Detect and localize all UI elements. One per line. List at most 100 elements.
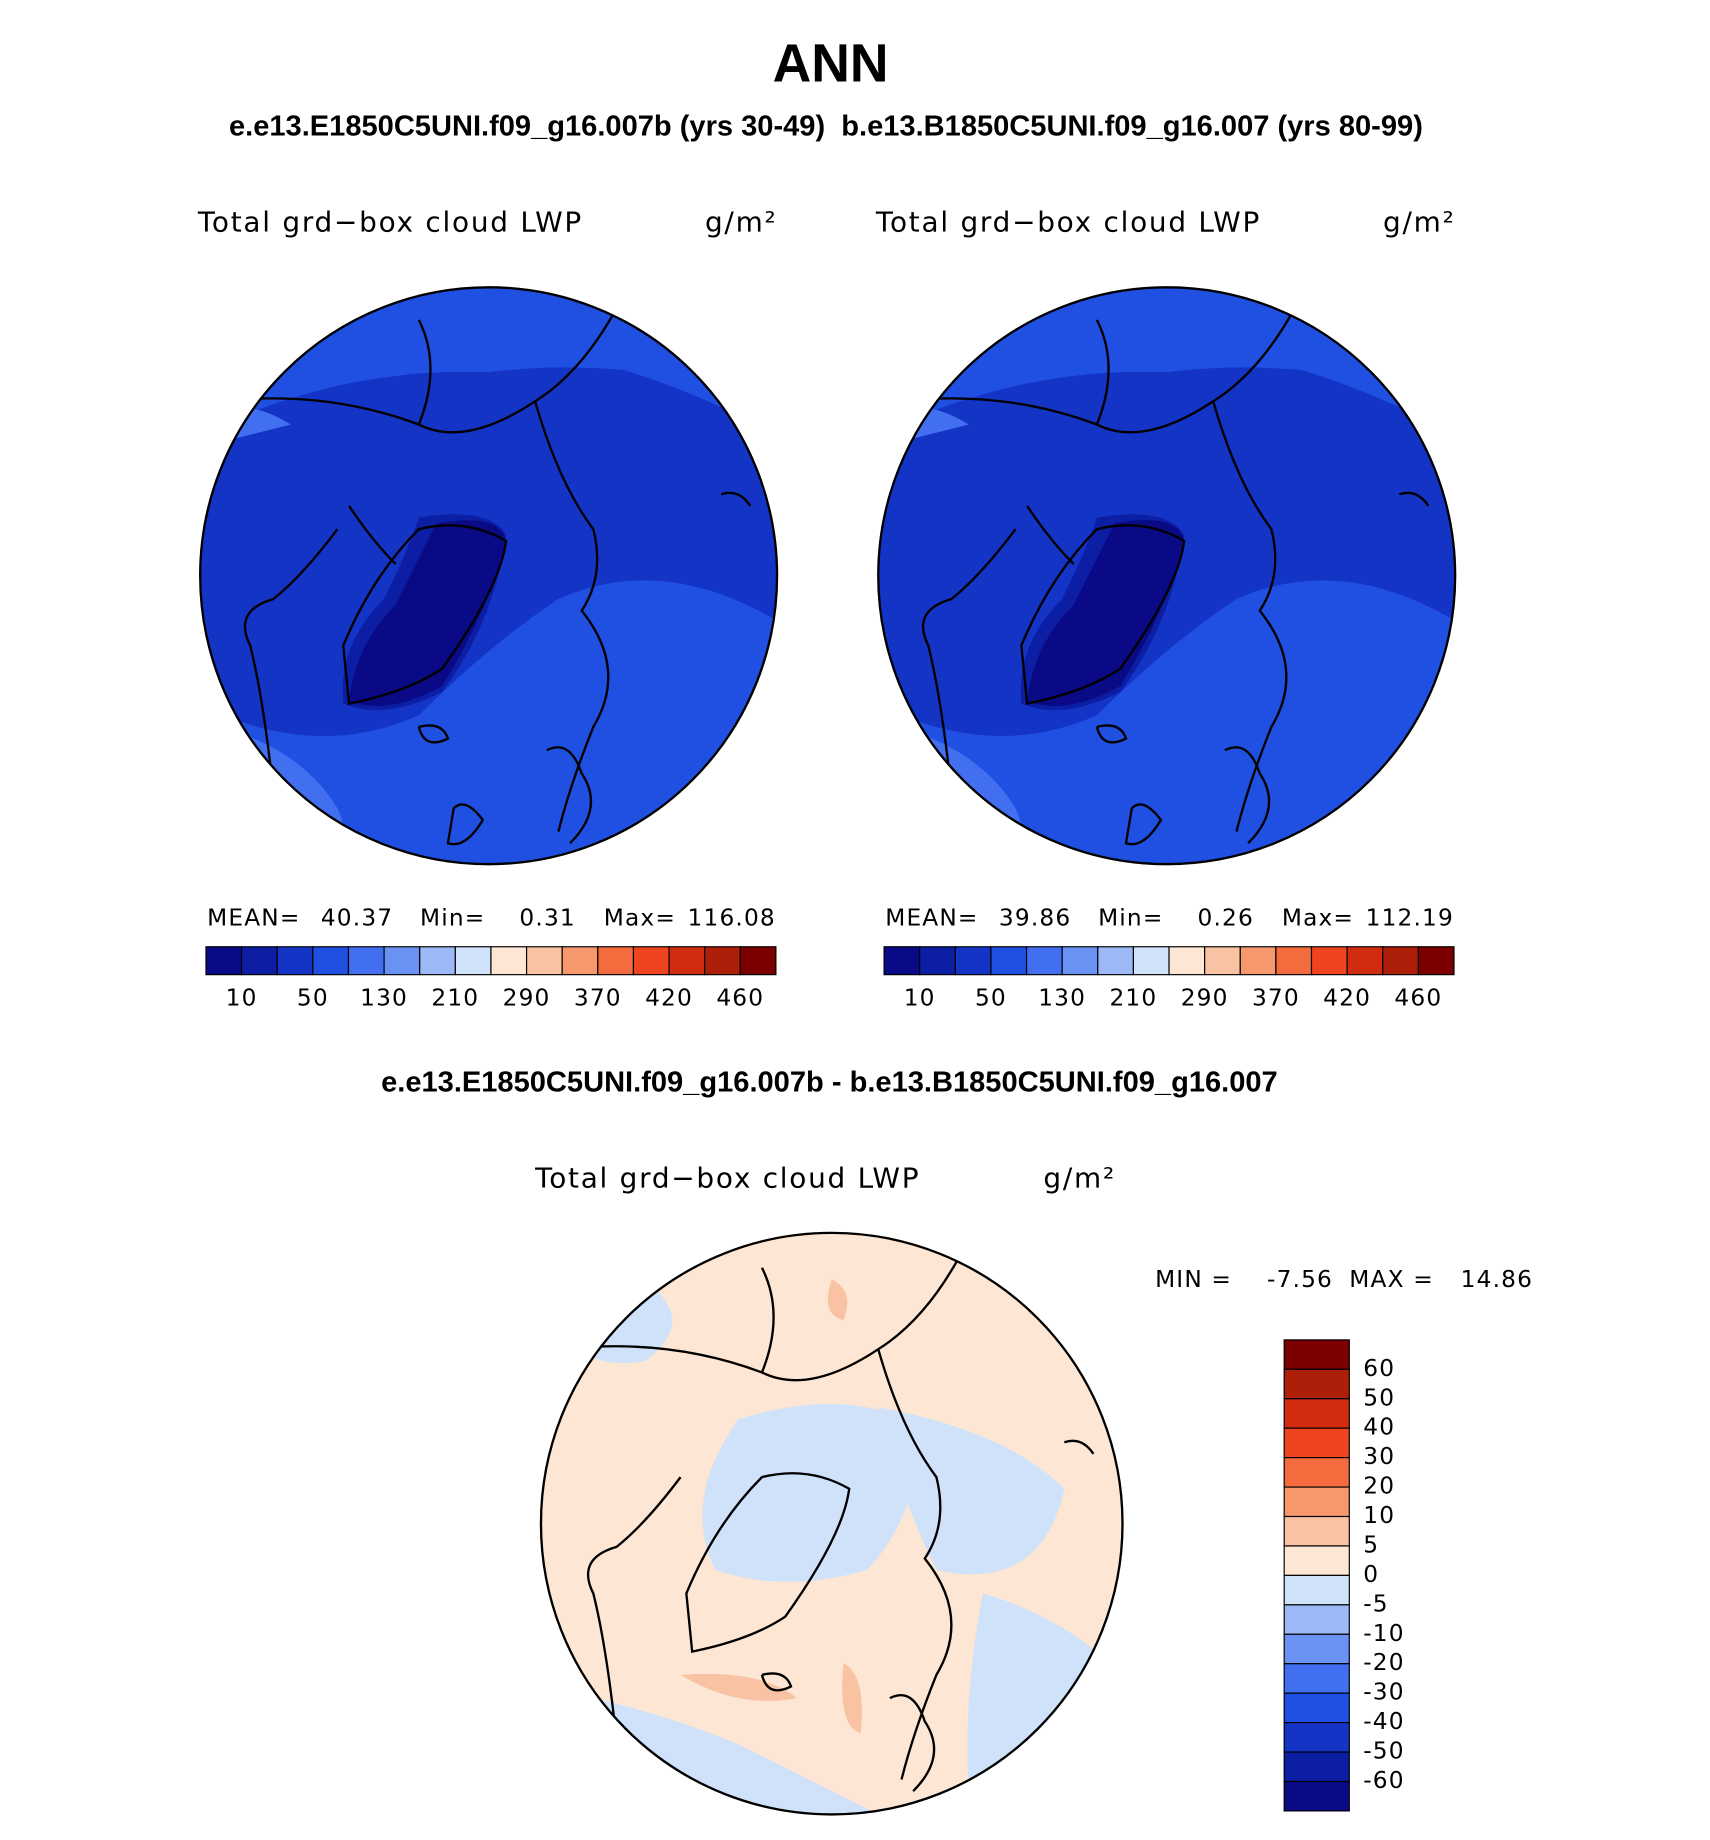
colorbar-box <box>1283 1339 1350 1370</box>
colorbar-box <box>1283 1486 1350 1518</box>
colorbar-label: 210 <box>431 985 479 1012</box>
colorbar-label: 460 <box>1394 985 1442 1012</box>
map <box>540 1232 1123 1815</box>
colorbar-box <box>1275 946 1313 976</box>
colorbar-label: -50 <box>1363 1738 1404 1765</box>
colorbar-label: 0 <box>1363 1561 1379 1588</box>
colorbar-box <box>276 946 314 976</box>
colorbar-label: 290 <box>1181 985 1229 1012</box>
colorbar-box <box>704 946 741 976</box>
colorbar-box <box>525 946 563 976</box>
map <box>200 287 778 865</box>
panel-unit: g/m² <box>1383 205 1455 238</box>
colorbar-box <box>632 946 670 976</box>
colorbar-label: 210 <box>1109 985 1157 1012</box>
colorbar-label: -5 <box>1363 1590 1389 1617</box>
colorbar-label: -30 <box>1363 1679 1404 1706</box>
colorbar-label: 10 <box>1363 1502 1395 1529</box>
colorbar-box <box>1204 946 1241 976</box>
colorbar-label: 5 <box>1363 1531 1379 1558</box>
colorbar-label: 460 <box>716 985 764 1012</box>
min-value: 0.26 <box>1198 904 1254 931</box>
min-value: 0.31 <box>519 904 575 931</box>
diff-min: -7.56 <box>1267 1266 1333 1293</box>
colorbar-box <box>1283 1427 1350 1459</box>
colorbar-label: -60 <box>1363 1767 1404 1794</box>
map-border <box>199 286 779 866</box>
colorbar-box <box>1283 1545 1350 1576</box>
colorbar-label: 50 <box>1363 1384 1395 1411</box>
mean-label: MEAN= <box>207 904 300 931</box>
colorbar-box <box>668 946 706 976</box>
subtitle: e.e13.E1850C5UNI.f09_g16.007b (yrs 30-49… <box>229 111 1423 143</box>
colorbar-label: 30 <box>1363 1443 1395 1470</box>
colorbar-box <box>1346 946 1384 976</box>
colorbar-box <box>1283 1751 1350 1783</box>
max-label: Max= <box>1282 904 1354 931</box>
map-border <box>539 1231 1124 1816</box>
colorbar-box <box>1283 1633 1350 1665</box>
colorbar-box <box>1025 946 1063 976</box>
colorbar-label: 50 <box>297 985 329 1012</box>
colorbar-box <box>1283 1780 1350 1812</box>
colorbar-label: 60 <box>1363 1355 1395 1382</box>
colorbar-box <box>1283 1515 1350 1547</box>
colorbar-box <box>1283 1457 1350 1488</box>
diff-min-label: MIN = <box>1155 1266 1232 1293</box>
panel-unit: g/m² <box>705 205 777 238</box>
colorbar-label: 50 <box>975 985 1007 1012</box>
mean-label: MEAN= <box>885 904 978 931</box>
min-label: Min= <box>420 904 485 931</box>
colorbar-label: 370 <box>574 985 622 1012</box>
colorbar-box <box>597 946 635 976</box>
colorbar-box <box>954 946 992 976</box>
colorbar-box <box>1283 1722 1350 1753</box>
colorbar-label: -10 <box>1363 1620 1404 1647</box>
colorbar-label: 20 <box>1363 1473 1395 1500</box>
colorbar-box <box>561 946 599 976</box>
diff-max: 14.86 <box>1461 1266 1533 1293</box>
mean-value: 39.86 <box>999 904 1071 931</box>
map <box>878 287 1456 865</box>
colorbar-label: 40 <box>1363 1414 1395 1441</box>
colorbar-label: 370 <box>1252 985 1300 1012</box>
colorbar-box <box>490 946 528 976</box>
colorbar-box <box>419 946 456 976</box>
colorbar-box <box>454 946 492 976</box>
colorbar-label: 130 <box>360 985 408 1012</box>
colorbar-box <box>1168 946 1206 976</box>
colorbar-box <box>1239 946 1277 976</box>
mean-value: 40.37 <box>321 904 393 931</box>
colorbar-box <box>1283 1574 1350 1606</box>
colorbar-box <box>1097 946 1134 976</box>
diff-max-label: MAX = <box>1349 1266 1434 1293</box>
colorbar-box <box>1061 946 1099 976</box>
colorbar-box <box>1283 1368 1350 1400</box>
diff-unit: g/m² <box>1043 1161 1115 1194</box>
min-label: Min= <box>1098 904 1163 931</box>
panel-label: Total grd−box cloud LWP <box>875 205 1261 238</box>
colorbar-box <box>347 946 385 976</box>
max-value: 112.19 <box>1366 904 1454 931</box>
diff-subtitle: e.e13.E1850C5UNI.f09_g16.007b - b.e13.B1… <box>381 1067 1278 1099</box>
colorbar-label: 130 <box>1038 985 1086 1012</box>
colorbar-label: 10 <box>226 985 258 1012</box>
colorbar-box <box>1382 946 1419 976</box>
max-label: Max= <box>604 904 676 931</box>
colorbar-box <box>1283 1398 1350 1429</box>
colorbar-box <box>739 946 777 976</box>
colorbar-box <box>1417 946 1455 976</box>
colorbar-box <box>1283 1604 1350 1635</box>
colorbar-box <box>1283 1663 1350 1694</box>
colorbar-label: 420 <box>1323 985 1371 1012</box>
colorbar-box <box>990 946 1028 976</box>
colorbar-box <box>383 946 421 976</box>
max-value: 116.08 <box>688 904 776 931</box>
colorbar-label: 290 <box>503 985 551 1012</box>
colorbar-box <box>241 946 278 976</box>
title: ANN <box>773 35 889 94</box>
colorbar-box <box>883 946 921 976</box>
colorbar-label: -40 <box>1363 1708 1404 1735</box>
colorbar-box <box>205 946 243 976</box>
